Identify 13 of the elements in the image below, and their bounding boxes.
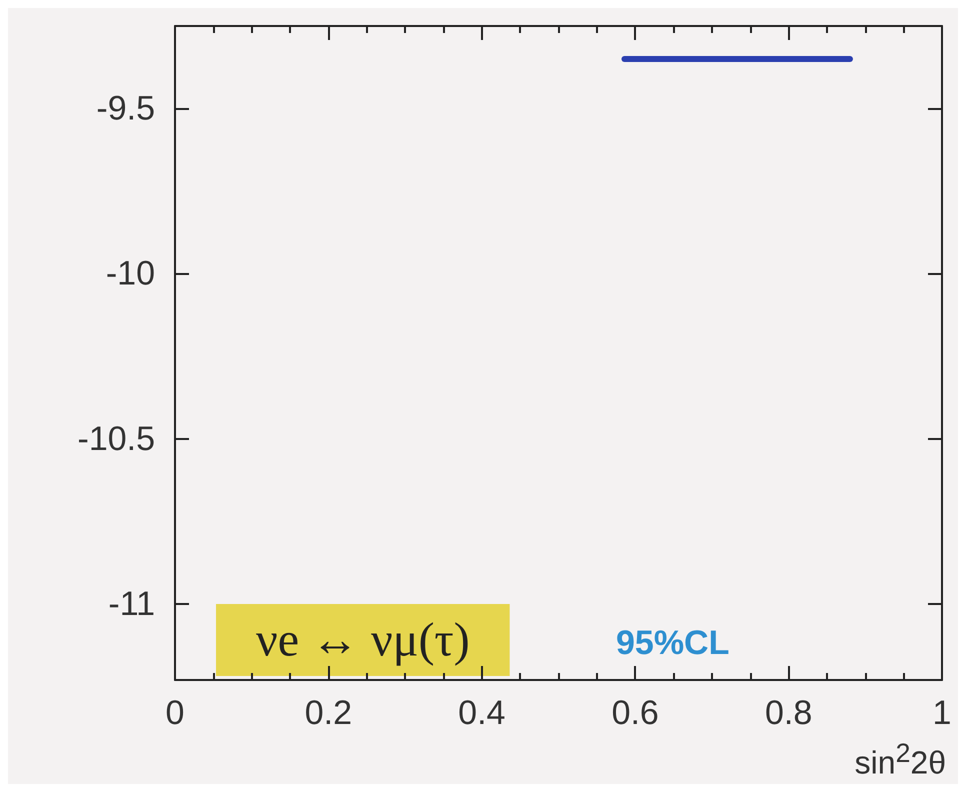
x-tick-label: 0.8 bbox=[764, 694, 812, 732]
y-tick-label: -10 bbox=[106, 254, 155, 293]
x-tick-label: 1 bbox=[932, 694, 952, 732]
x-tick-label: 0.6 bbox=[612, 694, 659, 732]
y-tick-label: -9.5 bbox=[96, 90, 155, 128]
annotation: νe ↔ νμ(τ) bbox=[256, 614, 470, 666]
annotation: 95%CL bbox=[616, 624, 730, 662]
x-tick-label: 0.4 bbox=[458, 694, 506, 732]
x-axis-title: sin$^{2}$2θ bbox=[854, 738, 946, 782]
y-tick-label: -11 bbox=[108, 585, 155, 624]
y-tick-label: -10.5 bbox=[78, 420, 155, 458]
x-tick-label: 0.2 bbox=[304, 694, 352, 732]
x-tick-label: 0 bbox=[166, 694, 184, 732]
